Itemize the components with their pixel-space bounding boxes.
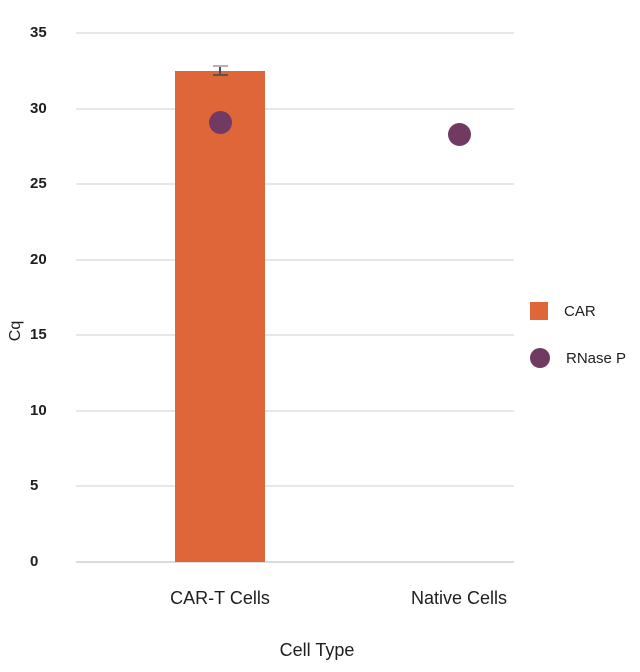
x-category-label: Native Cells — [410, 588, 508, 608]
gridline-20 — [76, 258, 514, 261]
y-tick-label: 25 — [30, 175, 47, 193]
y-tick-label: 15 — [30, 326, 47, 344]
y-tick-label: 35 — [30, 24, 47, 41]
gridline-5 — [76, 485, 514, 488]
y-tick-label: 30 — [30, 99, 47, 117]
gridline-15 — [76, 334, 514, 337]
x-category-label: CAR-T Cells — [170, 588, 270, 608]
scatter-point-Native Cells[interactable] — [447, 122, 471, 146]
legend-label-car: CAR — [564, 302, 596, 320]
gridline-25 — [76, 183, 514, 186]
y-tick-label: 20 — [30, 250, 47, 268]
gridline-35 — [76, 32, 514, 34]
x-axis-title: Cell Type — [279, 640, 355, 660]
y-axis-title: Cq — [7, 320, 24, 342]
bar-CAR-T Cells[interactable] — [175, 70, 265, 562]
y-tick-label: 5 — [30, 477, 39, 495]
gridline-30 — [76, 107, 514, 110]
error-bar-stick — [219, 66, 221, 76]
legend-item-rnasep: RNase P — [530, 348, 626, 368]
y-tick-label: 10 — [30, 401, 47, 419]
y-tick-label: 0 — [30, 553, 39, 570]
legend-item-car: CAR — [530, 302, 596, 320]
error-bar-cap-bottom — [212, 74, 228, 77]
legend-swatch-rnasep — [530, 348, 550, 368]
scatter-point-CAR-T Cells[interactable] — [208, 110, 232, 134]
gridline-0 — [76, 561, 514, 563]
legend-swatch-car — [530, 302, 548, 320]
error-bar-cap-top — [212, 65, 228, 68]
legend-label-rnasep: RNase P — [566, 349, 627, 367]
gridline-10 — [76, 409, 514, 412]
